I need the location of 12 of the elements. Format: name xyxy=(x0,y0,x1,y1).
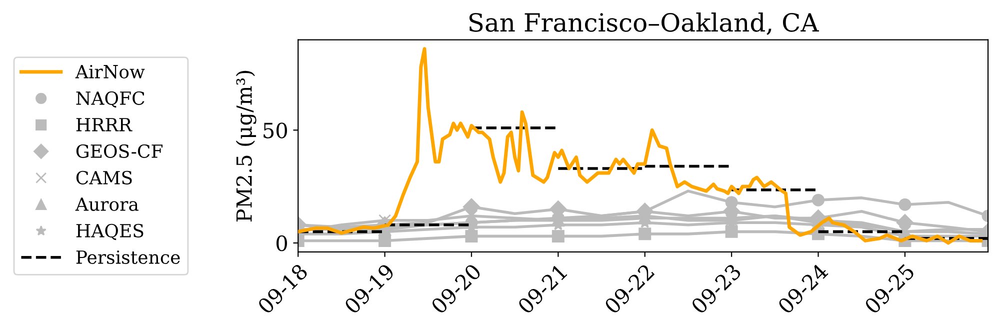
legend-label: HRRR xyxy=(76,118,132,132)
legend-label: GEOS-CF xyxy=(76,144,163,158)
legend-label: HAQES xyxy=(76,224,144,240)
legend-label: Aurora xyxy=(75,198,138,211)
y-axis-title: PM2.5 (μg/m³) xyxy=(236,70,256,222)
y-tick-label: 0 xyxy=(276,235,287,252)
y-tick-label: 50 xyxy=(264,122,287,138)
chart-title: San Francisco–Oakland, CA xyxy=(469,12,820,35)
legend-label: NAQFC xyxy=(76,91,144,108)
legend-label: Persistence xyxy=(76,250,180,264)
legend-label: AirNow xyxy=(75,64,145,78)
legend-label: CAMS xyxy=(76,170,132,184)
